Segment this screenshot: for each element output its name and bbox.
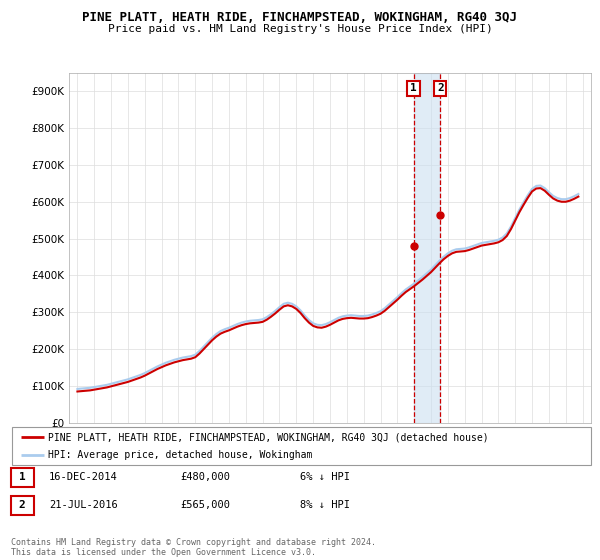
Text: PINE PLATT, HEATH RIDE, FINCHAMPSTEAD, WOKINGHAM, RG40 3QJ: PINE PLATT, HEATH RIDE, FINCHAMPSTEAD, W… <box>83 11 517 24</box>
Text: 6% ↓ HPI: 6% ↓ HPI <box>300 472 350 482</box>
Text: 21-JUL-2016: 21-JUL-2016 <box>49 500 118 510</box>
Text: Price paid vs. HM Land Registry's House Price Index (HPI): Price paid vs. HM Land Registry's House … <box>107 24 493 34</box>
Text: 8% ↓ HPI: 8% ↓ HPI <box>300 500 350 510</box>
FancyBboxPatch shape <box>11 468 34 487</box>
Text: £480,000: £480,000 <box>180 472 230 482</box>
Text: HPI: Average price, detached house, Wokingham: HPI: Average price, detached house, Woki… <box>48 450 312 460</box>
Text: Contains HM Land Registry data © Crown copyright and database right 2024.
This d: Contains HM Land Registry data © Crown c… <box>11 538 376 557</box>
Text: 2: 2 <box>437 83 443 94</box>
Text: 1: 1 <box>19 472 26 482</box>
Text: PINE PLATT, HEATH RIDE, FINCHAMPSTEAD, WOKINGHAM, RG40 3QJ (detached house): PINE PLATT, HEATH RIDE, FINCHAMPSTEAD, W… <box>48 432 488 442</box>
FancyBboxPatch shape <box>12 427 591 465</box>
FancyBboxPatch shape <box>11 496 34 515</box>
Text: 16-DEC-2014: 16-DEC-2014 <box>49 472 118 482</box>
Text: £565,000: £565,000 <box>180 500 230 510</box>
Bar <box>413 73 440 423</box>
Text: 2: 2 <box>19 500 26 510</box>
Text: 1: 1 <box>410 83 417 94</box>
